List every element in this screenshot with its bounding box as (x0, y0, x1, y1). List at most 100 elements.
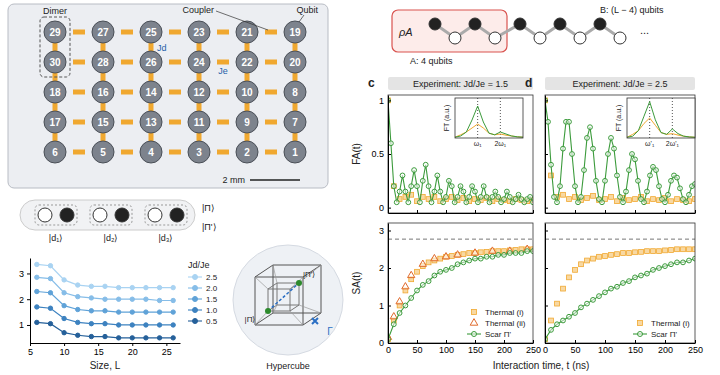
y-axis-line (388, 224, 389, 344)
annotation-label: ω₁ (474, 140, 482, 147)
data-point (681, 247, 686, 252)
x-tick-mark (64, 343, 65, 346)
data-point (615, 252, 620, 257)
series-line (627, 102, 695, 138)
legend-marker (638, 321, 643, 326)
x-tick (665, 210, 666, 213)
data-point (420, 178, 425, 183)
data-point (651, 197, 656, 202)
cube-edge (290, 305, 299, 311)
data-point (549, 318, 554, 323)
qubit (284, 111, 306, 133)
dimer-frame (145, 205, 187, 225)
qubit (188, 51, 210, 73)
y-tick-mark (388, 231, 391, 232)
x-tick-mark (695, 210, 696, 213)
qubit (44, 111, 66, 133)
legend-marker (472, 332, 477, 337)
data-point (663, 200, 668, 205)
y-tick-mark (545, 100, 548, 101)
y-tick-mark (27, 273, 30, 274)
plot-frame (455, 98, 523, 138)
data-point (505, 189, 510, 194)
dimer-state: |d₁⟩ (49, 233, 63, 243)
cube-edge (303, 313, 321, 325)
coupler (101, 43, 106, 51)
data-point (585, 136, 590, 141)
dimer-frame (90, 205, 132, 225)
data-point (675, 175, 680, 180)
legend-label: 1.0 (206, 306, 218, 315)
series-line (37, 322, 173, 337)
qubit (236, 81, 258, 103)
cube-edge (273, 265, 277, 283)
state-label: |Π'⟩ (202, 222, 217, 232)
legend-title: Jd/Je (188, 260, 210, 270)
data-point (678, 186, 683, 191)
coupler (169, 150, 181, 155)
data-point (642, 200, 647, 205)
coupler (197, 103, 202, 111)
qubit (140, 111, 162, 133)
y-tick-label: 2 (379, 263, 384, 273)
reference-line (388, 239, 533, 240)
data-point (171, 285, 175, 289)
qubit (188, 141, 210, 163)
series-line (545, 259, 695, 340)
qubit-label: 28 (97, 57, 109, 68)
coupler (53, 133, 58, 141)
gamma-mark (312, 318, 318, 324)
qubit-text: Qubit (296, 5, 318, 15)
data-point (579, 305, 584, 310)
subsystem-b-label: B: (L − 4) qubits (600, 5, 664, 15)
x-tick-mark (575, 340, 576, 343)
y-tick-label: 1 (379, 301, 384, 311)
data-point (609, 286, 614, 291)
coupler (169, 120, 181, 125)
data-point (633, 197, 638, 202)
x-tick-label: 25 (162, 347, 172, 357)
coupler (217, 90, 229, 95)
x-tick-mark (132, 343, 133, 346)
spin (429, 18, 441, 30)
coupler (265, 60, 277, 65)
panel-label: d (525, 76, 532, 90)
qubit (236, 51, 258, 73)
data-point (48, 321, 52, 325)
data-point (447, 178, 452, 183)
x-axis-line (546, 213, 696, 214)
legend-label: Thermal (i) (485, 308, 524, 317)
data-point (654, 168, 659, 173)
x-tick (475, 210, 476, 213)
qubit-label: 14 (145, 87, 157, 98)
ellipsis: ... (640, 24, 649, 36)
data-point (490, 254, 495, 259)
x-tick: 15 (94, 343, 104, 357)
plot-area (545, 98, 695, 205)
qubit-label: 4 (148, 147, 154, 158)
coupler (121, 90, 133, 95)
cube-edge (277, 283, 278, 305)
y-axis-title: SA(t) (351, 272, 362, 295)
coupler (245, 103, 250, 111)
data-point (103, 334, 107, 338)
data-point (585, 301, 590, 306)
dimer-frame (35, 205, 77, 225)
coupler (101, 73, 106, 81)
x-tick-mark (695, 340, 696, 343)
data-point (478, 195, 483, 200)
coupler (73, 120, 85, 125)
x-axis (546, 210, 696, 214)
data-point (684, 200, 689, 205)
data-point (467, 195, 472, 200)
x-tick-mark (635, 210, 636, 213)
data-point (612, 146, 617, 151)
y-tick: 3 (379, 226, 391, 236)
data-point (487, 200, 492, 205)
x-tick (695, 210, 696, 213)
data-point (400, 173, 405, 178)
data-point (567, 119, 572, 124)
data-point (409, 296, 414, 301)
data-point (502, 197, 507, 202)
y-tick-mark (545, 231, 548, 232)
